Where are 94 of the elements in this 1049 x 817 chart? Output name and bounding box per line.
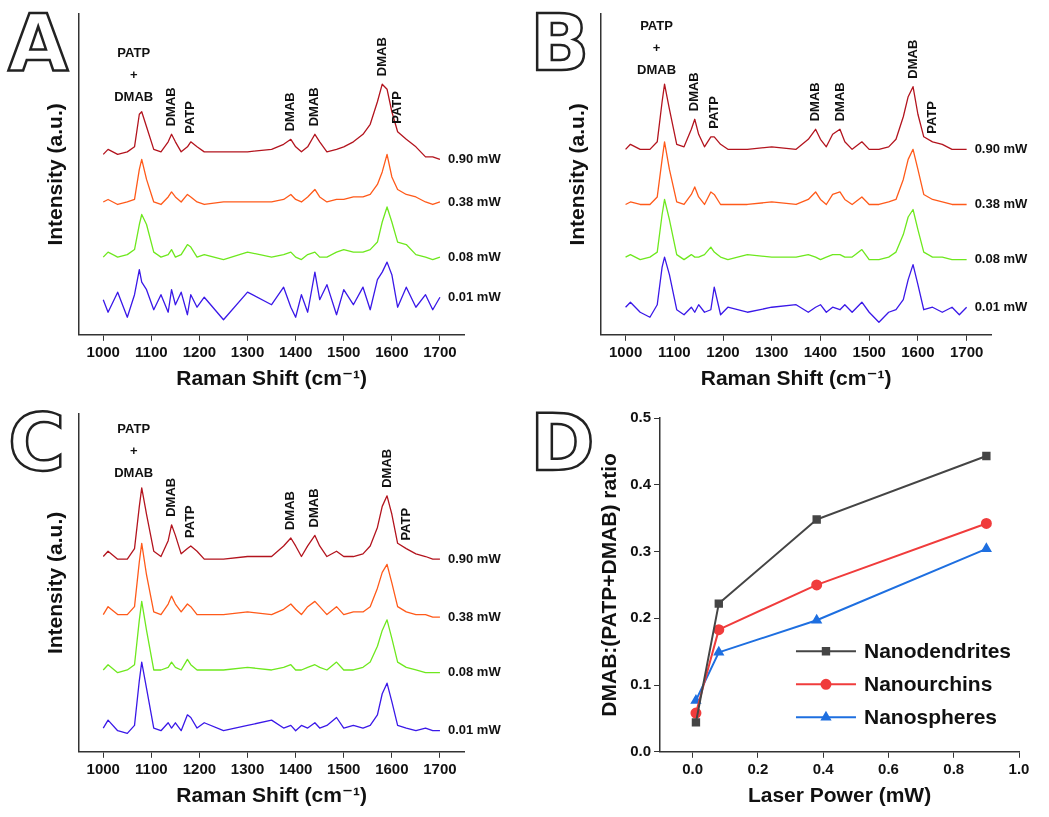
x-tick-label: 1000 — [86, 759, 120, 777]
annotation: PATP — [182, 504, 198, 538]
chart-title: A — [8, 0, 69, 88]
y-tick-label: 0.3 — [630, 541, 652, 559]
x-tick-label: 1.0 — [1008, 759, 1030, 777]
x-tick-label: 1100 — [658, 342, 691, 360]
point — [691, 718, 701, 727]
annotation: PATP — [182, 100, 198, 134]
x-tick-label: 1600 — [375, 759, 409, 777]
y-axis-title: DMAB:(PATP+DMAB) ratio — [597, 453, 621, 717]
point — [714, 599, 723, 608]
x-tick-label: 1200 — [182, 759, 217, 777]
annotation: PATP — [389, 90, 405, 124]
annotation: PATP + DMAB — [637, 17, 677, 77]
x-axis-title: Raman Shift (cm⁻¹) — [700, 366, 892, 390]
series-label: 0.01 mW — [447, 722, 502, 738]
series-label: 0.01 mW — [974, 298, 1029, 314]
x-tick-label: 1100 — [135, 342, 168, 360]
series-label: 0.90 mW — [974, 140, 1029, 156]
x-tick-label: 1400 — [278, 759, 313, 777]
x-tick-label: 1300 — [755, 342, 789, 360]
annotation: DMAB — [282, 491, 298, 531]
y-tick-label: 0.1 — [630, 675, 652, 693]
annotation: DMAB — [306, 488, 322, 528]
x-tick-label: 1700 — [423, 342, 457, 360]
annotation: PATP — [705, 95, 721, 129]
x-tick-label: 0.0 — [682, 759, 704, 777]
annotation: PATP — [397, 507, 413, 541]
series-label: 0.38 mW — [447, 193, 502, 209]
annotation: DMAB — [831, 82, 847, 122]
series-label: 0.08 mW — [447, 664, 502, 680]
x-tick-label: 1400 — [803, 342, 838, 360]
x-tick-label: 1100 — [135, 759, 168, 777]
annotation: DMAB — [306, 87, 322, 127]
annotation: PATP + DMAB — [114, 421, 154, 481]
y-tick-label: 0.5 — [630, 408, 652, 426]
point — [713, 646, 724, 656]
x-tick-label: 0.8 — [943, 759, 965, 777]
point — [982, 451, 991, 461]
chart-title: D — [530, 398, 595, 488]
series-label: 0.01 mW — [447, 288, 502, 304]
annotation: DMAB — [378, 448, 394, 488]
y-tick-label: 0.4 — [630, 474, 652, 492]
x-tick-label: 1400 — [278, 342, 313, 360]
x-tick-label: 1300 — [230, 759, 265, 777]
x-tick-label: 1700 — [949, 342, 984, 360]
x-tick-label: 0.4 — [812, 759, 835, 777]
chart-title: B — [530, 0, 590, 88]
series-label: 0.08 mW — [447, 248, 502, 264]
series-label: 0.90 mW — [447, 150, 502, 166]
series-label: 0.90 mW — [447, 550, 502, 566]
series-label: 0.38 mW — [447, 608, 502, 624]
x-tick-label: 1200 — [182, 342, 217, 360]
y-tick-label: 0.2 — [630, 608, 652, 626]
legend-label: Nanodendrites — [863, 639, 1012, 663]
series-label: 0.38 mW — [974, 196, 1029, 212]
x-tick-label: 1000 — [86, 342, 120, 360]
x-tick-label: 1500 — [327, 342, 361, 360]
x-tick-label: 1700 — [423, 759, 457, 777]
annotation: DMAB — [282, 92, 298, 132]
point — [980, 517, 992, 529]
point — [811, 579, 823, 591]
x-axis-title: Raman Shift (cm⁻¹) — [176, 366, 367, 390]
annotation: DMAB — [163, 87, 179, 127]
x-tick-label: 1600 — [901, 342, 935, 360]
x-axis-title: Laser Power (mW) — [747, 783, 932, 807]
x-tick-label: 1200 — [706, 342, 740, 360]
legend-label: Nanospheres — [863, 705, 998, 729]
y-axis-title: Intensity (a.u.) — [43, 103, 67, 246]
x-axis-title: Raman Shift (cm⁻¹) — [176, 783, 367, 807]
x-tick-label: 1600 — [375, 342, 409, 360]
annotation: PATP + DMAB — [114, 45, 154, 105]
chart-title: C — [8, 398, 66, 488]
annotation: DMAB — [904, 39, 920, 79]
annotation: PATP — [924, 100, 940, 134]
x-tick-label: 1500 — [327, 759, 361, 777]
y-axis-title: Intensity (a.u.) — [565, 103, 589, 246]
annotation: DMAB — [686, 72, 702, 112]
x-tick-label: 1000 — [608, 342, 643, 360]
x-tick-label: 1500 — [852, 342, 886, 360]
y-tick-label: 0.0 — [630, 741, 652, 759]
annotation: DMAB — [807, 82, 823, 122]
annotation: DMAB — [163, 477, 179, 517]
point — [713, 624, 725, 636]
x-tick-label: 0.2 — [747, 759, 769, 777]
series-label: 0.08 mW — [974, 251, 1029, 267]
y-axis-title: Intensity (a.u.) — [43, 511, 67, 655]
point — [981, 543, 992, 553]
point — [812, 515, 821, 524]
legend-label: Nanourchins — [863, 672, 993, 696]
x-tick-label: 1300 — [230, 342, 265, 360]
annotation: DMAB — [373, 37, 389, 77]
x-tick-label: 0.6 — [878, 759, 899, 777]
point — [811, 614, 822, 624]
